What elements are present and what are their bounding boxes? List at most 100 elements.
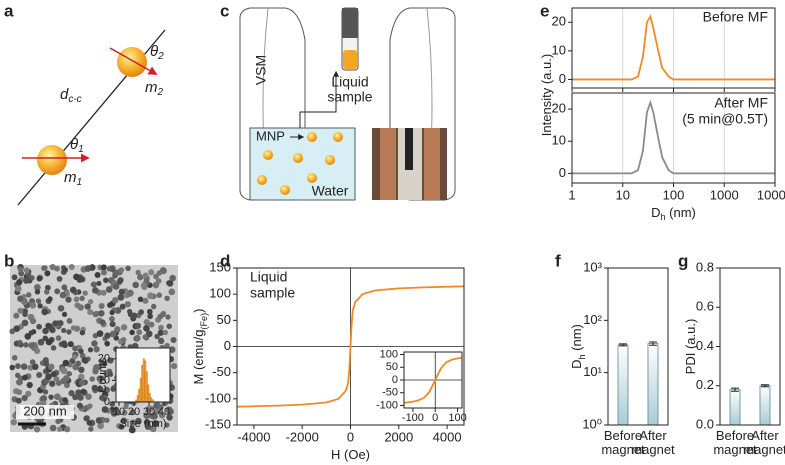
nanoparticle [98, 310, 105, 317]
nanoparticle [125, 265, 131, 272]
nanoparticle [54, 393, 61, 401]
nanoparticle [126, 308, 133, 315]
nanoparticle [73, 296, 80, 303]
nanoparticle [55, 418, 61, 425]
nanoparticle [17, 307, 24, 314]
nanoparticle [67, 341, 74, 348]
nanoparticle [47, 296, 53, 302]
nanoparticle [143, 412, 150, 419]
y-tick-label: 0 [104, 396, 110, 408]
plot-frame [719, 267, 781, 426]
nanoparticle [54, 288, 61, 295]
nanoparticle [13, 312, 20, 319]
nanoparticle [29, 275, 35, 281]
nanoparticle [155, 278, 162, 284]
distance-label: dc-c [60, 86, 82, 105]
nanoparticle [79, 329, 86, 336]
y-tick-label: 10⁰ [582, 416, 602, 431]
nanoparticle [21, 394, 28, 402]
nanoparticle [24, 333, 32, 340]
label-text: PDI (a.u.) [683, 319, 698, 375]
panel-label: f [555, 251, 561, 270]
nanoparticle [164, 295, 170, 302]
nanoparticle [97, 422, 104, 430]
data-line [572, 99, 775, 175]
nanoparticle [76, 402, 83, 409]
label-text: D [651, 205, 660, 220]
annotation: After MF [714, 95, 768, 111]
nanoparticle [68, 390, 75, 397]
scale-bar-background [16, 405, 74, 419]
nanoparticle [162, 329, 168, 336]
nanoparticle [65, 296, 72, 303]
y-axis-label: Dh (nm) [569, 324, 587, 369]
y-tick-label: 10 [98, 374, 110, 386]
nanoparticle [150, 412, 158, 419]
error-bar [761, 384, 769, 388]
nanoparticle [124, 301, 131, 308]
y-tick-label: 10³ [583, 259, 602, 274]
nanoparticle [50, 345, 57, 351]
chart: 0 10 20 1 10 100 1000 10000 After MF(5 min@0.5T) [552, 92, 785, 202]
nanoparticle [92, 366, 99, 373]
nanoparticle [16, 389, 23, 396]
nanoparticle [94, 272, 101, 278]
nanoparticle [157, 337, 165, 345]
nanoparticle [96, 330, 104, 337]
nanoparticle [158, 324, 164, 331]
y-tick-label: 20 [98, 353, 110, 365]
moment-label: m2 [145, 79, 164, 98]
nanoparticle [42, 389, 49, 395]
nanoparticle [42, 265, 48, 271]
bar [729, 389, 741, 426]
nanoparticle [66, 317, 73, 324]
label-text: (nm) [569, 324, 584, 354]
nanoparticle [44, 289, 50, 295]
histogram-bar [138, 388, 141, 403]
plot-frame [115, 347, 171, 403]
nanoparticle [132, 281, 139, 289]
y-tick-label: 0.6 [696, 299, 714, 314]
nanoparticle [147, 292, 154, 300]
nanoparticle [145, 330, 153, 338]
nanoparticle [147, 405, 154, 413]
y-tick-label: 100 [209, 286, 231, 301]
nanoparticle [136, 329, 143, 336]
nanoparticle [101, 361, 108, 367]
nanoparticle [134, 322, 142, 329]
nanoparticle [45, 338, 53, 346]
y-tick-label: 0.0 [696, 416, 714, 431]
nanoparticle [55, 380, 62, 386]
nanoparticle [158, 404, 164, 410]
nanoparticle [46, 323, 53, 329]
particle [293, 153, 303, 163]
nanoparticle [98, 302, 105, 310]
nanoparticle [146, 308, 153, 315]
nanoparticle [22, 374, 28, 381]
nanoparticle [109, 321, 116, 328]
nanoparticle [79, 295, 85, 302]
x-axis-label: H (Oe) [331, 447, 370, 462]
histogram-bar [144, 360, 147, 403]
nanoparticle [33, 284, 41, 291]
nanoparticle [80, 388, 87, 395]
y-tick-label: 50 [217, 312, 231, 327]
plot-frame [607, 267, 669, 426]
nanoparticle [156, 292, 163, 298]
nanoparticle [101, 406, 109, 413]
zoom-arrow [299, 70, 339, 128]
nanoparticle [157, 329, 164, 336]
x-tick-label: 20 [128, 406, 140, 418]
data-line [403, 356, 463, 404]
nanoparticle [120, 417, 128, 424]
label-subscript: h [660, 212, 665, 222]
y-tick-label: 100 [380, 348, 398, 360]
label-text: Size (nm) [119, 418, 166, 430]
nanoparticle [88, 426, 94, 432]
nanoparticle [87, 403, 93, 409]
moment-label: m1 [64, 169, 82, 188]
histogram-bar [139, 378, 142, 403]
y-tick-label: 50 [386, 361, 398, 373]
tube-holder [342, 8, 358, 38]
